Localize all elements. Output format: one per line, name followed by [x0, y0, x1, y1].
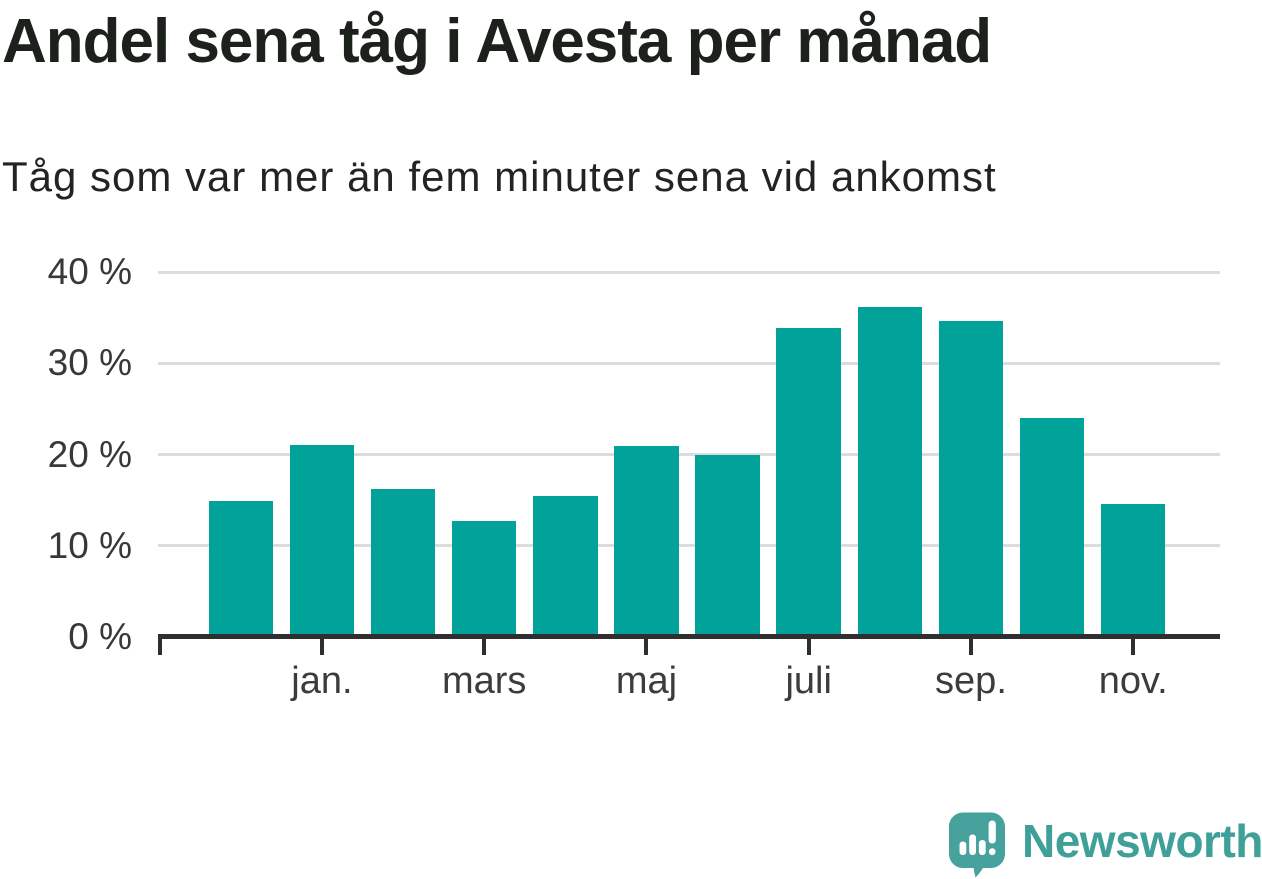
newsworthy-logo: Newsworthy — [948, 812, 1262, 878]
gridline-40 — [158, 270, 1220, 274]
x-axis-line — [158, 634, 1220, 639]
y-tick-label-40: 40 % — [47, 251, 132, 292]
gridline-10 — [158, 544, 1220, 548]
y-tick-label-30: 30 % — [47, 342, 132, 384]
bar-7 — [776, 327, 841, 637]
x-tick-label-jan.: jan. — [291, 660, 353, 702]
x-tick-maj — [644, 637, 649, 655]
gridline-20 — [158, 453, 1220, 456]
x-tick-label-maj: maj — [615, 660, 678, 702]
bar-3 — [451, 521, 517, 637]
y-tick-label-10: 10 % — [47, 524, 132, 566]
bar-5 — [614, 446, 679, 637]
bar-11 — [1100, 503, 1166, 637]
bar-9 — [938, 321, 1004, 637]
chart-title: Andel sena tåg i Avesta per månad — [2, 7, 992, 76]
x-tick-label-mars: mars — [441, 660, 527, 702]
y-tick-label-0: 0 % — [68, 616, 132, 657]
axis-start-tick — [158, 637, 162, 655]
x-tick-nov. — [1131, 637, 1136, 655]
x-tick-label-juli: juli — [785, 660, 832, 702]
gridline-30 — [158, 361, 1220, 365]
x-tick-label-nov.: nov. — [1098, 660, 1168, 702]
bar-4 — [533, 496, 598, 637]
plot-area — [158, 270, 1220, 637]
x-tick-sep. — [968, 637, 973, 655]
chart-subtitle: Tåg som var mer än fem minuter sena vid … — [2, 153, 997, 200]
bar-6 — [695, 454, 760, 637]
y-tick-label-20: 20 % — [47, 433, 132, 475]
bar-10 — [1019, 418, 1085, 637]
x-tick-juli — [806, 637, 811, 655]
bar-chart-exclamation-speech-bubble-icon — [949, 812, 1005, 878]
bar-1 — [289, 445, 355, 637]
bar-0 — [208, 501, 274, 637]
bar-8 — [857, 306, 923, 637]
x-tick-label-sep.: sep. — [935, 660, 1007, 702]
bar-2 — [370, 489, 436, 637]
x-tick-mars — [482, 637, 487, 655]
newsworthy-wordmark: Newsworthy — [1022, 815, 1262, 867]
x-tick-jan. — [319, 637, 324, 655]
